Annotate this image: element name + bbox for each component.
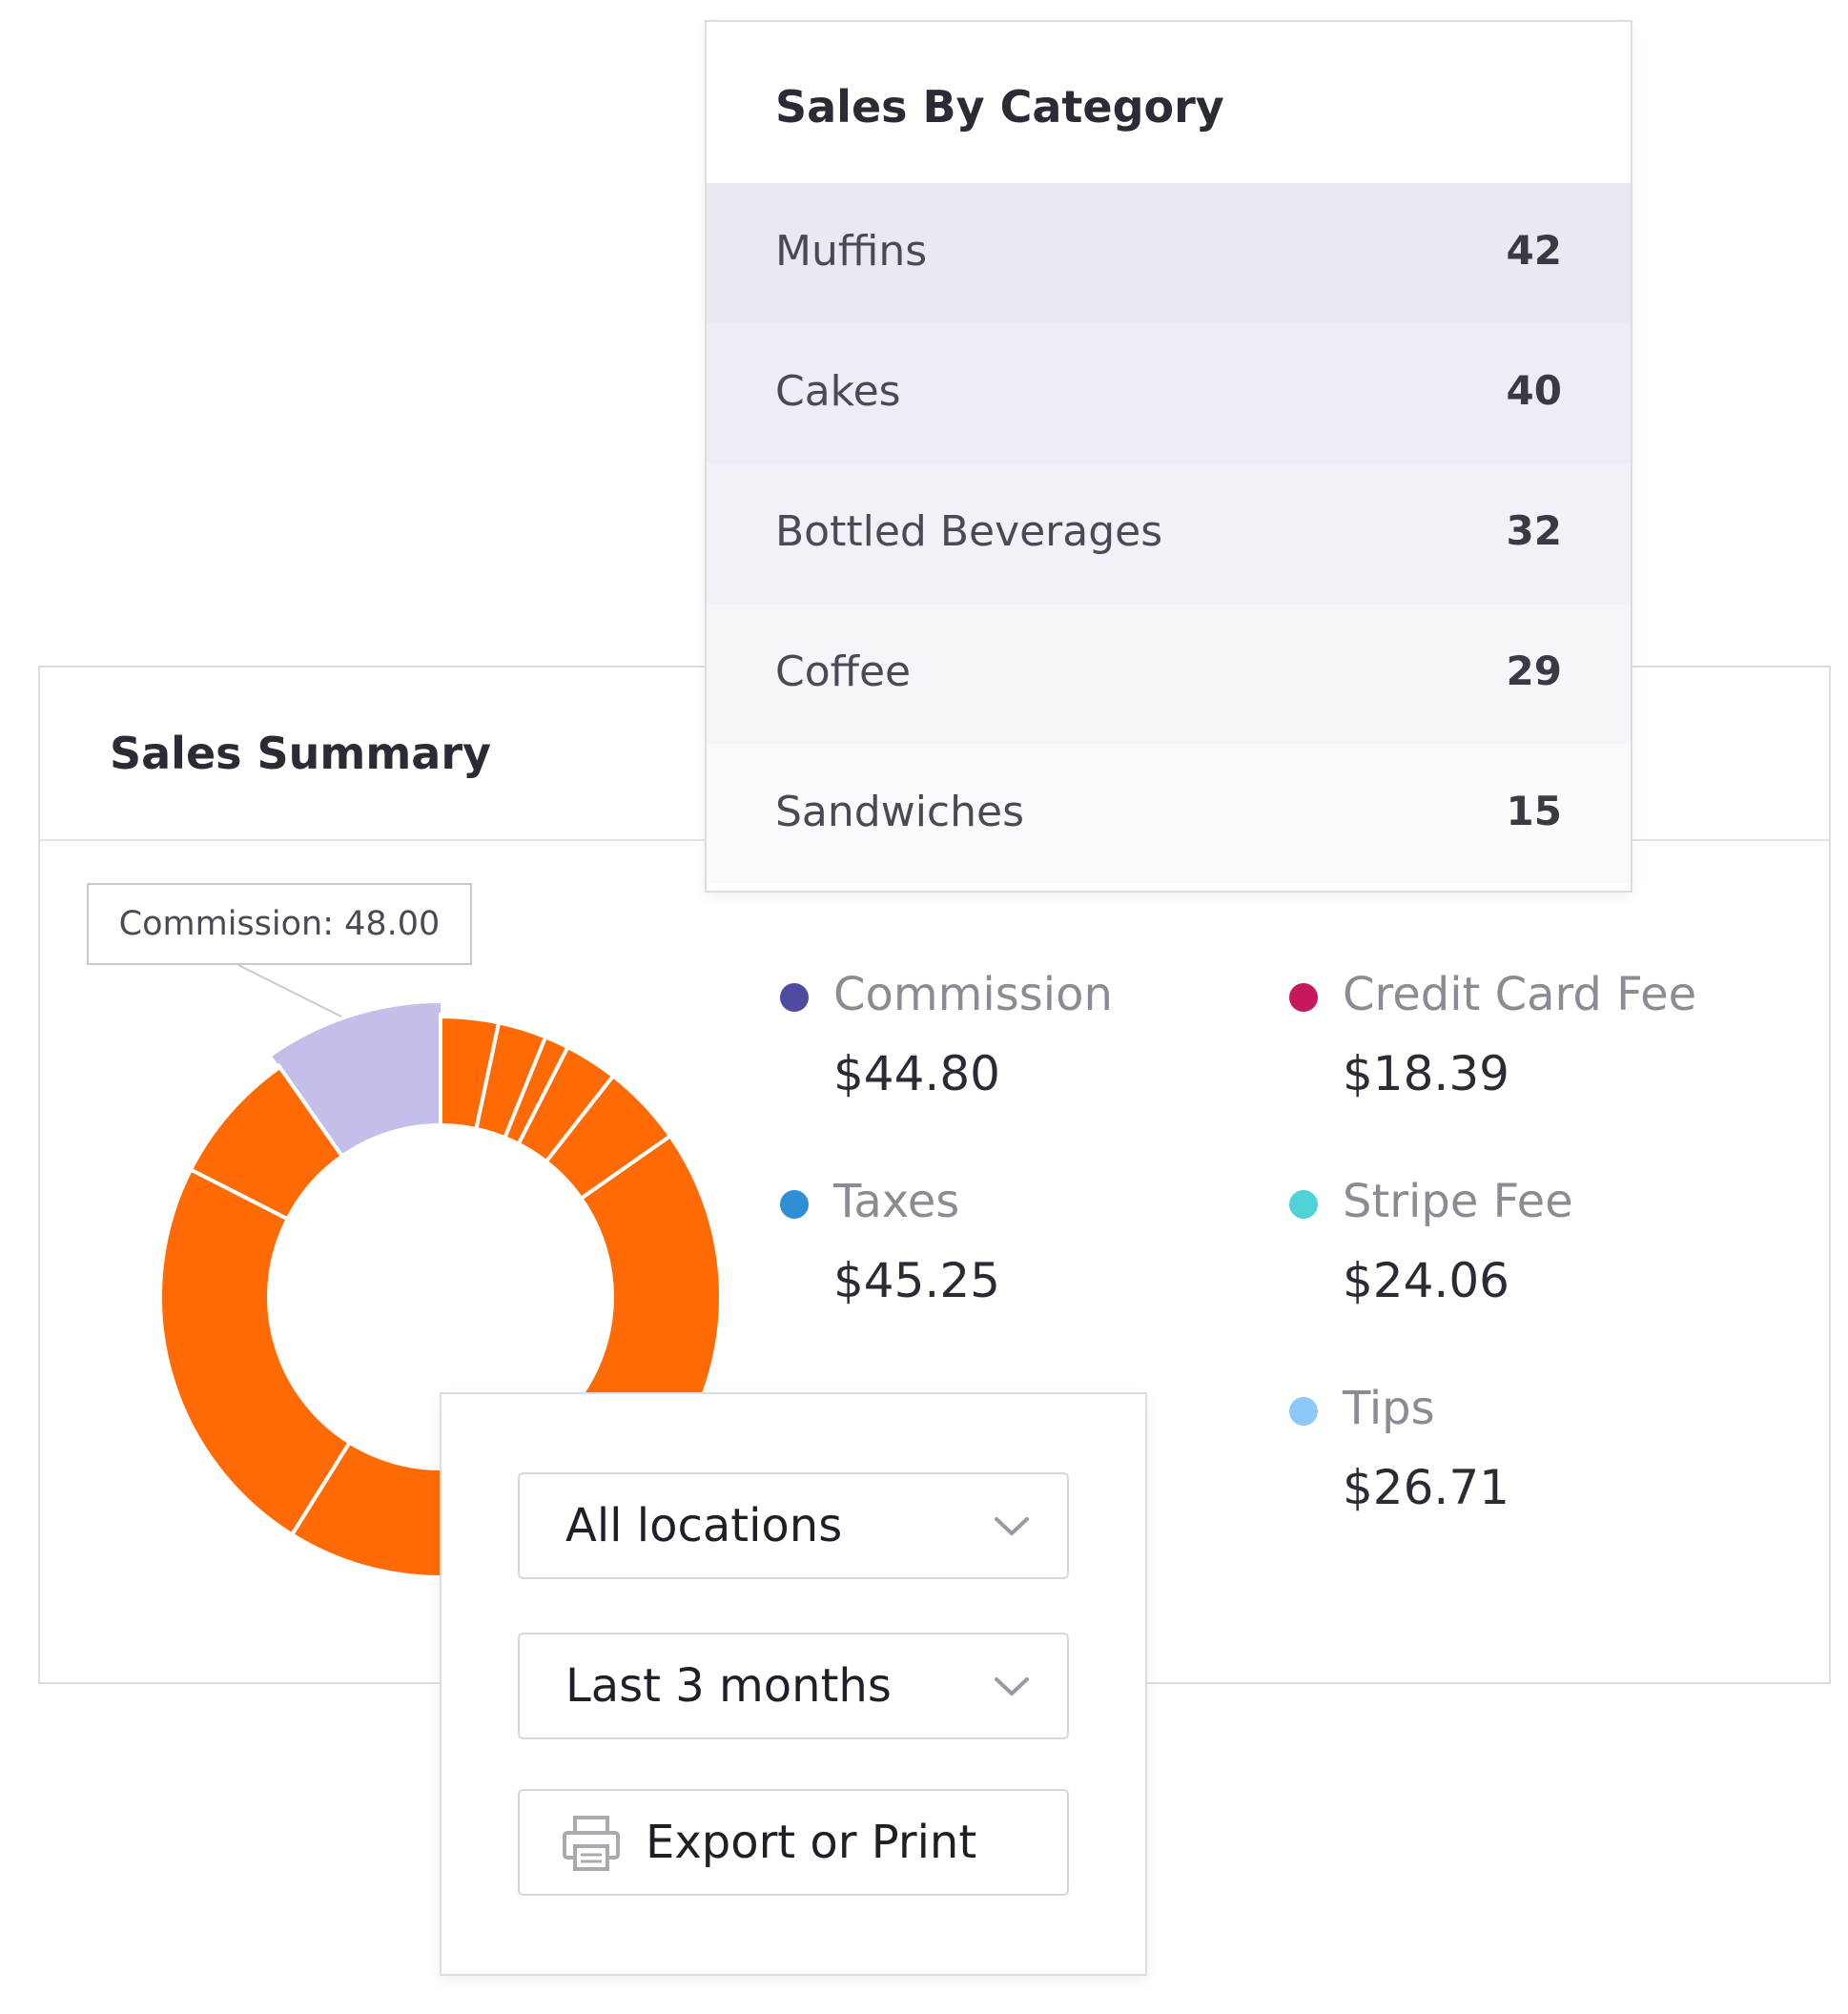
sales-summary-title: Sales Summary	[110, 728, 491, 779]
category-row[interactable]: Muffins 42	[707, 183, 1631, 323]
filters-card: All locations Last 3 months Export or Pr…	[440, 1392, 1147, 1976]
chart-slice-highlight	[272, 1003, 441, 1064]
category-count: 15	[1506, 788, 1562, 834]
legend-value: $45.25	[833, 1253, 1000, 1308]
category-name: Cakes	[775, 367, 901, 416]
legend-value: $18.39	[1343, 1046, 1509, 1101]
chevron-down-icon	[995, 1677, 1029, 1695]
legend-label: Commission	[833, 968, 1113, 1021]
legend-label: Tips	[1343, 1382, 1435, 1435]
category-name: Sandwiches	[775, 788, 1024, 836]
tips-dot	[1289, 1397, 1318, 1426]
category-count: 42	[1506, 227, 1562, 274]
category-row[interactable]: Cakes 40	[707, 323, 1631, 463]
commission-dot	[780, 983, 809, 1012]
category-name: Muffins	[775, 227, 928, 276]
credit-card-fee-dot	[1289, 983, 1318, 1012]
chevron-down-icon	[995, 1517, 1029, 1535]
category-name: Bottled Beverages	[775, 507, 1163, 556]
category-name: Coffee	[775, 647, 912, 696]
legend-value: $26.71	[1343, 1460, 1509, 1515]
chart-slice[interactable]	[188, 1064, 345, 1222]
taxes-dot	[780, 1190, 809, 1219]
category-count: 29	[1506, 647, 1562, 694]
sales-by-category-card: Sales By Category Muffins 42 Cakes 40 Bo…	[705, 20, 1632, 893]
stripe-fee-dot	[1289, 1190, 1318, 1219]
chart-tooltip: Commission: 48.00	[87, 883, 472, 965]
category-count: 40	[1506, 367, 1562, 414]
location-select[interactable]: All locations	[518, 1472, 1069, 1579]
legend-label: Credit Card Fee	[1343, 968, 1697, 1021]
legend-value: $24.06	[1343, 1253, 1509, 1308]
tooltip-pointer	[238, 964, 342, 1017]
category-count: 32	[1506, 507, 1562, 554]
chart-slice[interactable]	[158, 1166, 353, 1538]
category-row[interactable]: Coffee 29	[707, 604, 1631, 744]
category-row[interactable]: Sandwiches 15	[707, 744, 1631, 884]
printer-icon	[563, 1816, 620, 1871]
location-select-value: All locations	[565, 1499, 843, 1552]
sales-by-category-title: Sales By Category	[775, 81, 1224, 133]
category-row[interactable]: Bottled Beverages 32	[707, 463, 1631, 604]
legend-label: Stripe Fee	[1343, 1175, 1573, 1228]
export-print-label: Export or Print	[646, 1816, 977, 1869]
export-print-button[interactable]: Export or Print	[518, 1789, 1069, 1896]
legend-label: Taxes	[833, 1175, 960, 1228]
period-select-value: Last 3 months	[565, 1659, 892, 1713]
period-select[interactable]: Last 3 months	[518, 1633, 1069, 1739]
legend-value: $44.80	[833, 1046, 1000, 1101]
